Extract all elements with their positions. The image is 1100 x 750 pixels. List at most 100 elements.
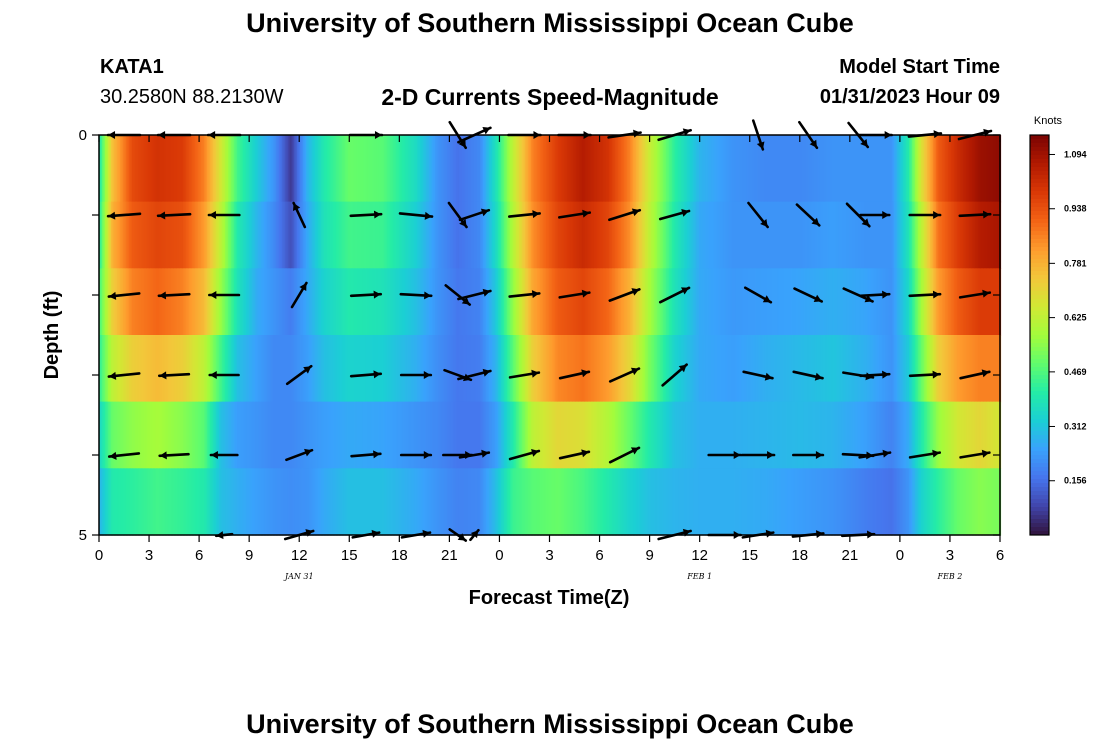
station-id: KATA1: [100, 56, 164, 78]
heat-cell: [382, 335, 385, 403]
heat-cell: [693, 268, 696, 336]
heat-cell: [762, 401, 765, 469]
heat-cell: [564, 268, 567, 336]
heat-cell: [252, 401, 255, 469]
current-vector: [793, 287, 824, 303]
heat-cell: [807, 468, 810, 536]
heat-cell: [459, 268, 462, 336]
heat-cell: [486, 268, 489, 336]
heat-cell: [841, 468, 844, 536]
heat-cell: [606, 468, 609, 536]
heat-cell: [583, 468, 586, 536]
heat-cell: [883, 335, 886, 403]
heat-cell: [217, 268, 220, 336]
heat-cell: [445, 401, 448, 469]
heat-cell: [406, 401, 409, 469]
heat-cell: [889, 201, 892, 269]
heat-cell: [603, 335, 606, 403]
heat-cell: [367, 468, 370, 536]
heat-cell: [781, 135, 784, 203]
heat-cell: [504, 335, 507, 403]
heat-cell: [636, 135, 639, 203]
heat-cell: [394, 201, 397, 269]
heat-cell: [624, 401, 627, 469]
heat-cell: [502, 268, 505, 336]
heat-cell: [792, 201, 795, 269]
heat-cell: [144, 335, 147, 403]
heat-cell: [420, 335, 423, 403]
station-coords: 30.2580N 88.2130W: [100, 86, 284, 108]
heat-cell: [432, 135, 435, 203]
heat-cell: [235, 335, 238, 403]
heat-cell: [184, 401, 187, 469]
heat-cell: [937, 468, 940, 536]
heat-cell: [865, 201, 868, 269]
heat-cell: [486, 401, 489, 469]
heat-cell: [438, 468, 441, 536]
heat-cell: [465, 335, 468, 403]
heat-cell: [651, 335, 654, 403]
heat-cell: [465, 201, 468, 269]
heat-cell: [118, 335, 121, 403]
heat-cell: [198, 268, 201, 336]
colorbar-cell: [1030, 471, 1049, 476]
heat-cell: [897, 268, 900, 336]
heat-cell: [672, 401, 675, 469]
heat-cell: [537, 135, 540, 203]
heat-cell: [424, 135, 427, 203]
heat-cell: [151, 468, 154, 536]
heat-cell: [453, 335, 456, 403]
heat-cell: [190, 468, 193, 536]
colorbar-cell: [1030, 367, 1049, 372]
heat-cell: [745, 335, 748, 403]
heat-cell: [655, 468, 658, 536]
heat-cell: [474, 201, 477, 269]
heat-cell: [985, 335, 988, 403]
heat-cell: [757, 335, 760, 403]
heat-cell: [99, 401, 102, 469]
heat-cell: [415, 401, 418, 469]
heat-cell: [477, 201, 480, 269]
heat-cell: [234, 401, 237, 469]
heat-cell: [886, 268, 889, 336]
heat-cell: [594, 135, 597, 203]
heat-cell: [453, 468, 456, 536]
heat-cell: [304, 401, 307, 469]
heat-cell: [247, 335, 250, 403]
heat-cell: [297, 401, 300, 469]
heat-cell: [663, 201, 666, 269]
heat-cell: [672, 135, 675, 203]
heat-cell: [717, 268, 720, 336]
heat-cell: [529, 201, 532, 269]
heat-cell: [507, 401, 510, 469]
heat-cell: [616, 135, 619, 203]
heat-cell: [165, 335, 168, 403]
colorbar-cell: [1030, 407, 1049, 412]
heat-cell: [277, 135, 280, 203]
heat-cell: [931, 201, 934, 269]
heat-cell: [813, 468, 816, 536]
heat-cell: [411, 335, 414, 403]
heat-cell: [586, 201, 589, 269]
heat-cell: [706, 201, 709, 269]
heat-cell: [738, 401, 741, 469]
heat-cell: [337, 335, 340, 403]
heat-cell: [936, 201, 939, 269]
heat-cell: [154, 401, 157, 469]
heat-cell: [769, 135, 772, 203]
heat-cell: [178, 135, 181, 203]
heat-cell: [858, 468, 861, 536]
heat-cell: [475, 401, 478, 469]
heat-cell: [651, 401, 654, 469]
heat-cell: [187, 135, 190, 203]
heat-cell: [960, 135, 963, 203]
heat-cell: [586, 335, 589, 403]
heat-cell: [259, 135, 262, 203]
heat-cell: [219, 201, 222, 269]
heat-cell: [451, 401, 454, 469]
heat-cell: [724, 268, 727, 336]
heat-cell: [984, 335, 987, 403]
heat-cell: [607, 335, 610, 403]
heat-cell: [687, 201, 690, 269]
